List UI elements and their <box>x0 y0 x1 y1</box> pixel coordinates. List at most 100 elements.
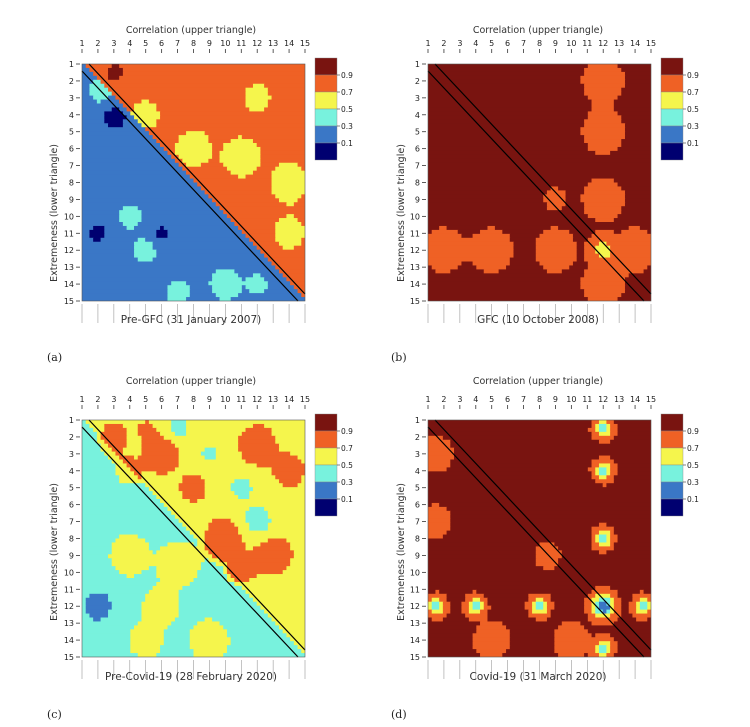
y-tick-label: 14 <box>410 636 420 645</box>
diagonal-line-upper <box>434 419 652 651</box>
contour-field <box>428 420 651 657</box>
x-tick-label: 4 <box>473 395 478 404</box>
x-tick-label: 14 <box>284 39 294 48</box>
colorbar-label: 0.3 <box>687 122 699 131</box>
y-tick-label: 4 <box>415 111 420 120</box>
x-tick-label: 12 <box>598 39 608 48</box>
colorbar-swatch <box>314 447 338 466</box>
x-tick-label: 13 <box>614 39 624 48</box>
y-tick-label: 12 <box>64 602 74 611</box>
plot-frame <box>427 419 652 658</box>
x-tick-label: 15 <box>300 395 310 404</box>
x-tick-label: 11 <box>236 395 246 404</box>
diagonal-line-lower <box>427 426 645 658</box>
colorbar-label: 0.5 <box>341 105 353 114</box>
colorbar-label: 0.7 <box>687 88 699 97</box>
colorbar-label: 0.1 <box>687 495 699 504</box>
y-tick-label: 8 <box>69 535 74 544</box>
y-tick-label: 13 <box>64 263 74 272</box>
y-tick-label: 5 <box>69 484 74 493</box>
y-tick-label: 2 <box>415 77 420 86</box>
y-tick-label: 13 <box>410 619 420 628</box>
colorbar-label: 0.1 <box>341 495 353 504</box>
y-tick-label: 5 <box>69 128 74 137</box>
x-tick-label: 11 <box>582 395 592 404</box>
panel-title: GFC (10 October 2008) <box>477 314 599 326</box>
colorbar-label: 0.3 <box>687 478 699 487</box>
x-tick-label: 11 <box>582 39 592 48</box>
colorbar-swatch <box>314 74 338 93</box>
panel-label: (a) <box>47 351 62 364</box>
x-tick-label: 3 <box>111 395 116 404</box>
diagonal-line-lower <box>81 426 299 658</box>
x-tick-label: 10 <box>220 39 230 48</box>
x-tick-labels: 1 2 3 4 5 6 7 8 9 10 11 12 13 14 15 <box>79 395 310 679</box>
y-tick-label: 9 <box>415 551 420 560</box>
y-tick-label: 3 <box>69 450 74 459</box>
y-tick-label: 7 <box>415 162 420 171</box>
x-tick-label: 1 <box>425 39 430 48</box>
y-tick-label: 3 <box>415 94 420 103</box>
colorbar-label: 0.5 <box>341 461 353 470</box>
x-tick-label: 13 <box>268 39 278 48</box>
y-tick-label: 12 <box>410 246 420 255</box>
plot-frame <box>427 63 652 302</box>
x-tick-label: 2 <box>441 39 446 48</box>
colorbar-label: 0.9 <box>341 427 353 436</box>
x-tick-label: 2 <box>95 395 100 404</box>
y-tick-label: 11 <box>64 585 74 594</box>
x-tick-label: 4 <box>473 39 478 48</box>
x-tick-label: 8 <box>191 395 196 404</box>
y-tick-label: 12 <box>64 246 74 255</box>
x-tick-label: 9 <box>207 39 212 48</box>
y-tick-label: 3 <box>69 94 74 103</box>
y-tick-label: 15 <box>64 653 74 662</box>
x-tick-label: 10 <box>566 39 576 48</box>
y-tick-label: 14 <box>410 280 420 289</box>
x-tick-label: 15 <box>646 395 656 404</box>
colorbar-swatch <box>660 430 684 449</box>
y-tick-label: 8 <box>415 179 420 188</box>
colorbar-swatch <box>660 464 684 483</box>
y-tick-label: 9 <box>69 195 74 204</box>
colorbar-swatch <box>660 481 684 500</box>
y-tick-label: 2 <box>69 433 74 442</box>
colorbar-swatch <box>660 74 684 93</box>
y-tick-label: 1 <box>69 416 74 425</box>
x-tick-label: 5 <box>143 39 148 48</box>
x-tick-label: 13 <box>268 395 278 404</box>
panel-title: Covid-19 (31 March 2020) <box>470 671 607 683</box>
y-tick-label: 9 <box>69 551 74 560</box>
x-tick-label: 9 <box>207 395 212 404</box>
colorbar-swatch <box>314 464 338 483</box>
y-tick-label: 10 <box>410 568 420 577</box>
y-tick-label: 3 <box>415 450 420 459</box>
x-tick-label: 5 <box>143 395 148 404</box>
x-tick-label: 8 <box>537 395 542 404</box>
y-axis-title: Extremeness (lower triangle) <box>49 483 60 621</box>
y-axis-title: Extremeness (lower triangle) <box>396 483 407 621</box>
panel-c: Correlation (upper triangle) 1 2 3 4 5 6 7 8 9 10… <box>47 376 353 721</box>
x-axis-title: Correlation (upper triangle) <box>473 376 603 387</box>
panel-label: (c) <box>47 708 62 721</box>
x-tick-label: 3 <box>111 39 116 48</box>
y-axis-title: Extremeness (lower triangle) <box>396 144 407 282</box>
x-tick-label: 15 <box>646 39 656 48</box>
x-tick-label: 11 <box>236 39 246 48</box>
x-tick-label: 8 <box>191 39 196 48</box>
x-tick-label: 15 <box>300 39 310 48</box>
colorbar-swatch <box>660 108 684 127</box>
x-axis-title: Correlation (upper triangle) <box>473 25 603 36</box>
colorbar-swatch <box>314 142 338 161</box>
x-tick-label: 12 <box>252 395 262 404</box>
x-tick-label: 8 <box>537 39 542 48</box>
x-tick-label: 6 <box>505 39 510 48</box>
colorbar-swatch <box>314 57 338 76</box>
x-tick-label: 10 <box>566 395 576 404</box>
y-tick-label: 7 <box>69 162 74 171</box>
contour-field <box>428 64 651 301</box>
colorbar-label: 0.7 <box>341 88 353 97</box>
